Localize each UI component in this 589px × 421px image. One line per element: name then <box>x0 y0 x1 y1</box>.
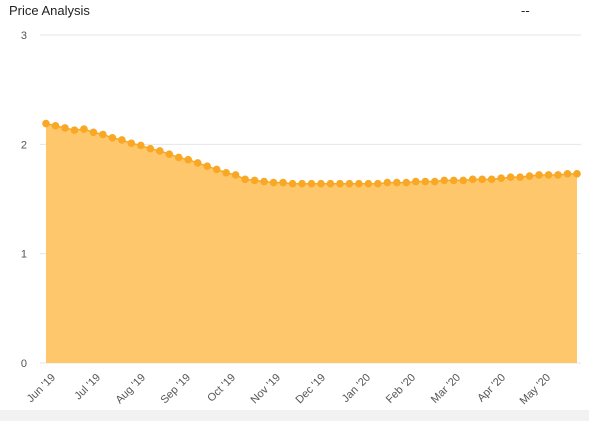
data-point <box>383 178 392 187</box>
status-indicator: -- <box>521 3 530 18</box>
data-point <box>307 179 316 188</box>
x-tick-label: Feb '20 <box>384 372 418 406</box>
data-point <box>364 179 373 188</box>
data-point <box>51 121 60 130</box>
data-point <box>355 179 363 188</box>
chart-title: Price Analysis <box>9 3 90 18</box>
data-point <box>70 126 79 134</box>
data-point <box>478 175 486 184</box>
data-point <box>146 144 155 153</box>
data-point <box>573 170 581 178</box>
data-point <box>374 179 382 188</box>
data-point <box>193 159 202 167</box>
data-point <box>563 170 572 178</box>
data-point <box>212 165 221 174</box>
scroll-band <box>0 410 589 421</box>
data-point <box>525 172 534 180</box>
data-point <box>165 150 174 158</box>
x-tick-label: Oct '19 <box>205 372 238 405</box>
x-tick-label: Apr '20 <box>475 372 508 405</box>
data-point <box>393 178 401 187</box>
y-tick-label: 0 <box>21 358 27 370</box>
x-tick-label: May '20 <box>518 372 553 407</box>
data-point <box>336 179 344 188</box>
data-point <box>127 139 136 148</box>
x-tick-label: Aug '19 <box>113 372 148 407</box>
data-point <box>516 173 524 181</box>
data-point <box>250 176 259 185</box>
x-tick-label: Sep '19 <box>158 372 193 407</box>
data-point <box>298 179 306 188</box>
data-point <box>402 178 411 187</box>
data-point <box>260 177 268 186</box>
data-point <box>326 179 335 188</box>
x-tick-label: Nov '19 <box>249 372 284 407</box>
data-point <box>80 125 88 133</box>
y-tick-label: 1 <box>21 249 27 261</box>
data-point <box>269 178 278 187</box>
data-point <box>108 133 117 142</box>
data-point <box>440 176 449 185</box>
x-tick-label: Mar '20 <box>429 372 463 406</box>
x-tick-label: Dec '19 <box>294 372 329 407</box>
data-point <box>184 155 193 164</box>
data-point <box>203 162 211 170</box>
y-axis: 0 1 2 3 <box>21 30 27 370</box>
area-series <box>45 122 577 363</box>
data-point <box>412 177 420 186</box>
data-point <box>430 177 439 186</box>
x-tick-label: Jul '19 <box>72 372 103 403</box>
data-point <box>174 153 183 162</box>
data-point <box>317 179 325 188</box>
y-tick-label: 2 <box>21 139 27 151</box>
data-point <box>345 179 354 188</box>
data-point <box>155 147 164 155</box>
data-point <box>459 176 468 185</box>
x-tick-label: Jan '20 <box>340 372 373 405</box>
data-point <box>535 171 543 179</box>
data-point <box>61 124 69 132</box>
area-fill <box>46 123 577 363</box>
x-tick-label: Jun '19 <box>25 372 58 405</box>
data-point <box>42 119 50 128</box>
x-axis: Jun '19 Jul '19 Aug '19 Sep '19 Oct '19 Nov '… <box>25 372 553 407</box>
data-point <box>497 174 505 183</box>
data-point <box>449 176 458 185</box>
y-tick-label: 3 <box>21 30 27 42</box>
data-point <box>222 168 230 177</box>
data-point <box>137 141 145 150</box>
data-point <box>241 175 249 184</box>
data-point <box>421 177 430 186</box>
data-point <box>89 128 98 137</box>
data-point <box>279 178 287 187</box>
data-point <box>487 175 496 184</box>
data-point <box>506 173 515 181</box>
data-point <box>118 136 126 144</box>
data-point <box>288 179 297 188</box>
data-point <box>468 175 477 184</box>
data-point <box>231 171 240 179</box>
markers <box>42 119 581 188</box>
data-point <box>99 130 107 139</box>
data-point <box>544 171 553 179</box>
data-point <box>554 171 562 179</box>
